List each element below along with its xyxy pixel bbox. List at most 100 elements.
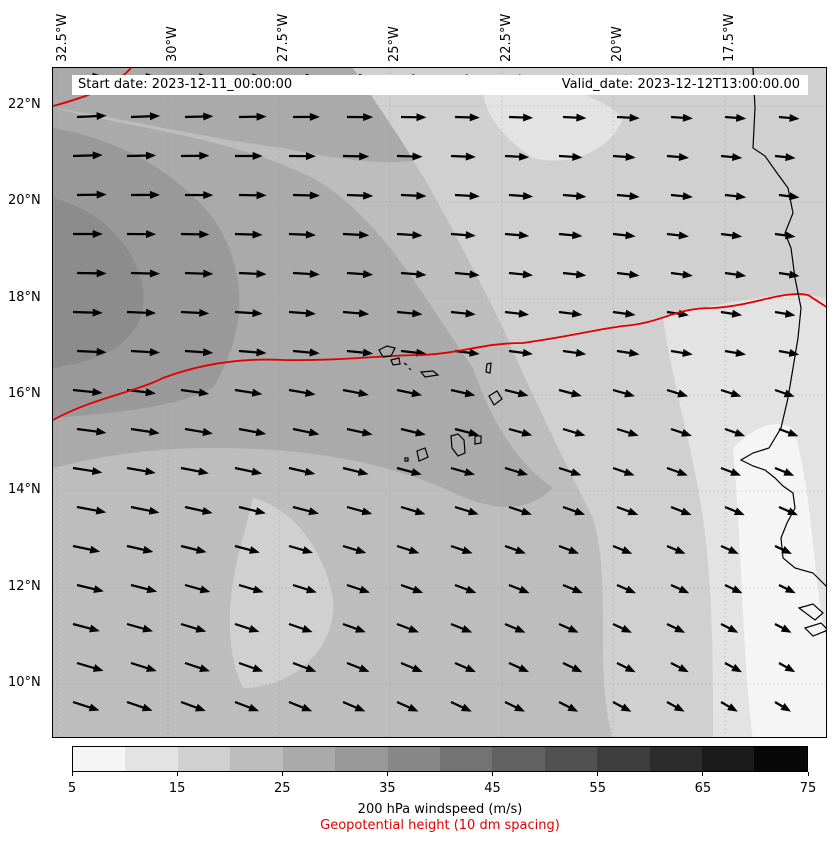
wind-vector-head xyxy=(784,663,796,673)
wind-vector-head xyxy=(567,703,579,712)
graticule xyxy=(53,68,826,737)
wind-vector-head xyxy=(571,309,583,318)
wind-vector-head xyxy=(96,190,107,199)
wind-vector-head xyxy=(624,389,635,398)
wind-vector-head xyxy=(199,585,211,594)
wind-vector-head xyxy=(359,230,370,239)
wind-vector-head xyxy=(414,507,426,516)
wind-vector-head xyxy=(625,152,636,161)
wind-vector-head xyxy=(682,348,693,357)
wind-vector-head xyxy=(730,389,742,398)
wind-vector-head xyxy=(362,348,374,357)
lat-label-16n: 16°N xyxy=(8,386,41,401)
wind-vector-head xyxy=(358,664,370,672)
wind-vector-head xyxy=(785,153,796,162)
wind-vector-head xyxy=(252,151,263,160)
colorbar-tick xyxy=(597,772,599,776)
wind-vector-head xyxy=(572,585,583,594)
valid-date-text: Valid_date: 2023-12-12T13:00:00.00 xyxy=(561,77,800,92)
wind-vector-head xyxy=(518,152,530,161)
wind-vector-head xyxy=(92,151,103,160)
wind-vector-head xyxy=(571,664,583,673)
wind-vector-head xyxy=(567,624,579,633)
lat-label-10n: 10°N xyxy=(8,675,41,690)
colorbar-tick-label: 25 xyxy=(274,781,291,796)
wind-vector-head xyxy=(355,625,366,633)
wind-vector-head xyxy=(146,664,157,672)
lon-label-17-5w: 17.5°W xyxy=(722,13,737,62)
wind-vector-head xyxy=(621,624,632,633)
wind-vector-head xyxy=(256,348,267,357)
colorbar-cell xyxy=(649,747,703,771)
wind-vector-head xyxy=(469,113,480,122)
wind-vector-head xyxy=(682,192,693,201)
wind-vector-head xyxy=(674,546,686,554)
colorbar-tick xyxy=(71,772,73,776)
wind-vector-head xyxy=(517,468,529,476)
wind-vector-head xyxy=(677,389,689,398)
wind-vector-head xyxy=(304,467,316,476)
wind-vector-head xyxy=(203,191,214,200)
wind-vector-head xyxy=(411,389,423,398)
wind-vector-head xyxy=(461,625,473,633)
wind-vector-head xyxy=(92,229,103,238)
wind-vector-head xyxy=(411,468,422,476)
wind-vector-head xyxy=(309,348,320,357)
colorbar-cell xyxy=(282,747,336,771)
wind-vector-head xyxy=(677,468,688,476)
wind-vector-head xyxy=(362,270,374,279)
wind-vector-head xyxy=(464,389,476,398)
wind-vector-head xyxy=(465,585,477,594)
colorbar-tick-label: 5 xyxy=(67,781,77,796)
wind-vector-head xyxy=(309,191,320,200)
lon-label-25w: 25°W xyxy=(387,26,402,62)
wind-vector-head xyxy=(576,192,587,201)
wind-vector-head xyxy=(678,585,690,594)
wind-vector-head xyxy=(411,664,423,672)
wind-vector-head xyxy=(727,624,739,633)
colorbar-cell xyxy=(597,747,650,771)
wind-vector-head xyxy=(407,703,419,712)
wind-vector-head xyxy=(149,190,160,199)
map-canvas xyxy=(53,68,826,737)
wind-vector-head xyxy=(149,269,160,278)
wind-vector-head xyxy=(629,192,640,201)
lon-label-32-5w: 32.5°W xyxy=(55,13,70,62)
wind-vector-head xyxy=(145,467,156,476)
windspeed-colorbar xyxy=(72,746,808,772)
wind-vector-head xyxy=(629,270,640,279)
colorbar-cell xyxy=(125,747,178,771)
wind-vector-head xyxy=(570,468,582,476)
cape-verde-islands xyxy=(378,345,503,462)
wind-vector-head xyxy=(784,309,796,318)
wind-vector-head xyxy=(465,152,476,161)
colorbar-cell xyxy=(230,747,283,771)
lat-label-12n: 12°N xyxy=(8,579,41,594)
wind-vector-head xyxy=(199,151,210,160)
wind-vector-head xyxy=(522,191,534,200)
wind-vector-head xyxy=(625,231,636,240)
wind-vector-head xyxy=(627,428,639,437)
wind-vector-head xyxy=(468,428,480,437)
wind-vector-head xyxy=(625,309,636,318)
wind-vector-head xyxy=(787,428,799,437)
colorbar-tick xyxy=(386,772,388,776)
wind-vector-head xyxy=(467,507,479,516)
wind-vector-head xyxy=(305,152,316,161)
wind-vector-head xyxy=(731,585,743,594)
wind-vector-head xyxy=(198,388,210,397)
wind-vector-head xyxy=(199,230,210,239)
wind-vector-head xyxy=(141,703,153,712)
wind-vector-head xyxy=(145,388,156,397)
windspeed-white-coast xyxy=(733,424,826,737)
wind-vector-head xyxy=(308,507,320,516)
wind-vector-head xyxy=(199,308,210,317)
windspeed-core-45 xyxy=(53,198,144,368)
wind-vector-head xyxy=(412,152,423,161)
wind-vector-head xyxy=(416,113,427,122)
wind-vector-head xyxy=(629,113,640,122)
wind-vector-head xyxy=(731,231,743,240)
wind-vector-head xyxy=(408,625,420,633)
wind-vector-head xyxy=(145,308,157,317)
wind-vector-head xyxy=(96,427,107,436)
